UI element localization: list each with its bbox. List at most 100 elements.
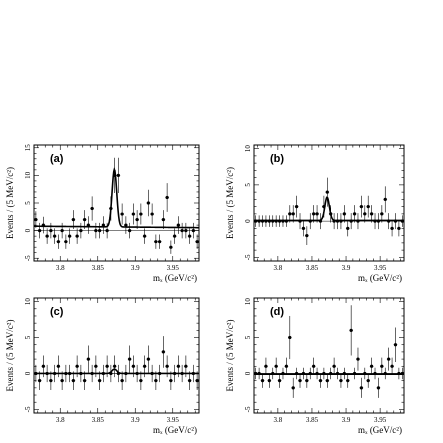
point-marker [161, 350, 165, 354]
point-marker [387, 219, 391, 223]
data-point [150, 203, 154, 225]
point-marker [150, 212, 154, 216]
point-marker [288, 212, 292, 216]
x-tick-label: 3.9 [342, 416, 351, 424]
point-marker [45, 371, 49, 376]
fit-curve [34, 368, 199, 375]
x-tick-label: 3.8 [273, 264, 282, 272]
y-tick-label: 10 [244, 145, 252, 153]
point-marker [264, 364, 268, 368]
data-point [56, 355, 61, 378]
data-point [75, 228, 79, 244]
point-marker [176, 223, 180, 227]
data-point [49, 371, 53, 390]
data-point [287, 205, 292, 223]
data-point [322, 195, 326, 218]
data-point [376, 213, 381, 230]
x-tick-label: 3.85 [306, 416, 319, 424]
data-point [349, 305, 353, 356]
point-marker [339, 219, 343, 223]
data-point [142, 355, 147, 378]
panel-d: -5 0 5 10 3.8 3.85 3.9 3.95 (d) Events / (5 MeV/c… [225, 297, 405, 435]
data-point [191, 364, 196, 383]
point-marker [98, 379, 102, 383]
data-point [135, 364, 139, 383]
data-point [342, 367, 347, 380]
point-marker [322, 205, 326, 209]
point-marker [75, 234, 79, 238]
y-tick-label: 0 [24, 371, 32, 375]
data-point [64, 364, 68, 383]
fit-curve [34, 167, 200, 229]
point-marker [143, 234, 147, 238]
data-point [165, 355, 169, 378]
data-point [101, 364, 106, 383]
point-marker [305, 379, 309, 383]
data-point [366, 373, 371, 388]
data-point [362, 367, 367, 380]
data-point [105, 222, 109, 239]
data-point [60, 371, 64, 390]
point-marker [380, 364, 384, 368]
x-axis-label: mₓ (GeV/c²) [358, 425, 402, 435]
data-point [352, 367, 357, 380]
point-marker [271, 371, 275, 376]
data-point [342, 205, 347, 223]
point-marker [53, 371, 57, 376]
data-point [52, 364, 57, 383]
data-point [277, 373, 282, 388]
point-marker [281, 371, 285, 376]
data-point [325, 373, 330, 388]
data-point [294, 367, 299, 380]
point-marker [267, 219, 271, 223]
x-tick-label: 3.8 [56, 416, 65, 424]
point-marker [335, 219, 340, 223]
data-point [172, 364, 177, 383]
data-point [287, 315, 292, 360]
data-point [124, 364, 128, 383]
data-point [335, 367, 340, 380]
data-point [146, 189, 151, 217]
data-point [161, 210, 166, 229]
point-marker [363, 212, 367, 216]
point-marker [329, 371, 333, 376]
point-marker [315, 212, 319, 216]
y-tick-label: 0 [244, 371, 252, 375]
point-marker [49, 229, 53, 233]
data-point [267, 215, 272, 227]
point-marker [86, 357, 90, 361]
x-tick-label: 3.8 [56, 264, 65, 272]
data-point [339, 213, 343, 230]
data-point [184, 355, 188, 378]
point-marker [339, 379, 343, 383]
point-marker [56, 364, 60, 368]
data-point [298, 213, 302, 230]
point-marker [184, 364, 188, 368]
point-marker [105, 229, 109, 233]
point-marker [131, 212, 135, 216]
data-point [127, 345, 132, 373]
point-marker [373, 371, 377, 376]
data-point [366, 195, 371, 218]
point-marker [116, 173, 120, 177]
point-marker [295, 371, 299, 376]
point-marker [305, 234, 309, 238]
point-marker [41, 223, 45, 227]
point-marker [60, 379, 64, 383]
plot-frame [253, 297, 405, 414]
point-marker [143, 364, 147, 368]
data-point [284, 357, 289, 375]
point-marker [288, 335, 292, 340]
y-axis-label: Events / (5 MeV/c²) [5, 320, 15, 392]
point-marker [400, 219, 404, 223]
data-point [71, 210, 76, 229]
point-marker [83, 379, 87, 383]
data-point [369, 357, 374, 375]
y-tick-label: -5 [244, 406, 252, 412]
point-marker [308, 371, 312, 376]
point-marker [98, 229, 102, 233]
point-marker [281, 219, 285, 223]
point-marker [315, 371, 319, 376]
data-point [332, 213, 336, 230]
data-point [82, 210, 87, 229]
